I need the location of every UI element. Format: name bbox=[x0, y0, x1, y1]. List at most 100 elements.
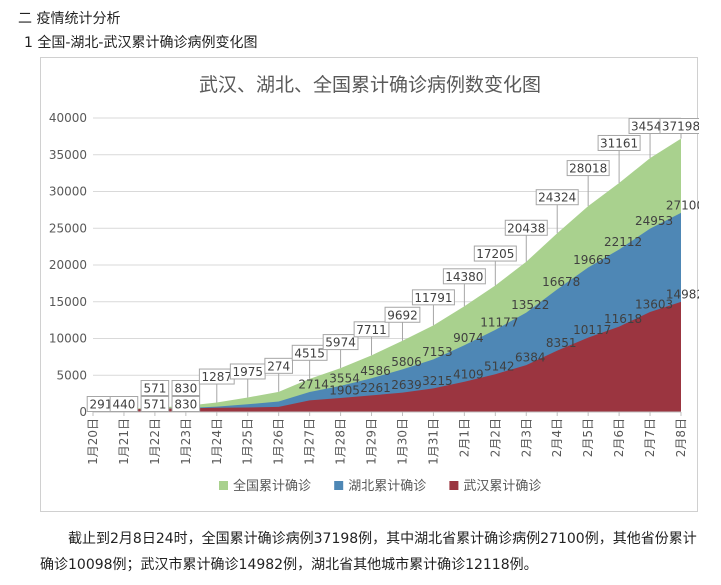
x-tick-label: 1月30日 bbox=[395, 418, 409, 465]
data-label-hubei: 7153 bbox=[422, 345, 453, 359]
svg-text:20438: 20438 bbox=[507, 221, 545, 235]
svg-text:24953: 24953 bbox=[635, 214, 673, 228]
svg-text:1975: 1975 bbox=[232, 365, 263, 379]
x-tick-label: 1月25日 bbox=[241, 418, 255, 465]
data-label-national: 291 bbox=[86, 396, 116, 412]
svg-text:2639: 2639 bbox=[391, 378, 422, 392]
data-label-hubei: 16678 bbox=[542, 275, 580, 289]
data-label-wuhan: 10117 bbox=[573, 323, 611, 337]
svg-text:7153: 7153 bbox=[422, 345, 453, 359]
x-tick-label: 1月22日 bbox=[148, 418, 162, 465]
data-label-national: 14380 bbox=[442, 268, 486, 285]
x-tick-label: 2月8日 bbox=[674, 418, 688, 457]
svg-text:5806: 5806 bbox=[391, 355, 422, 369]
svg-text:湖北累计确诊: 湖北累计确诊 bbox=[348, 479, 426, 494]
x-tick-label: 2月6日 bbox=[612, 418, 626, 457]
data-label-hubei: 4586 bbox=[360, 364, 391, 378]
data-label-wuhan: 5142 bbox=[484, 360, 515, 374]
data-label-national: 274 bbox=[264, 357, 293, 374]
data-label-hubei: 22112 bbox=[604, 235, 642, 249]
x-tick-label: 1月29日 bbox=[365, 418, 379, 465]
data-label-hubei: 13522 bbox=[511, 298, 549, 312]
data-label-national: 1975 bbox=[229, 363, 266, 380]
data-label-national: 440 bbox=[109, 396, 139, 412]
x-tick-label: 1月20日 bbox=[86, 418, 100, 465]
x-tick-label: 2月3日 bbox=[519, 418, 533, 457]
svg-text:274: 274 bbox=[267, 359, 290, 373]
cumulative-cases-area-chart: 武汉、湖北、全国累计确诊病例数变化图 050001000015000200002… bbox=[49, 74, 699, 494]
grid-lines bbox=[93, 117, 681, 413]
legend-item-wuhan: 武汉累计确诊 bbox=[449, 479, 541, 494]
x-tick-label: 1月24日 bbox=[210, 418, 224, 465]
data-label-national: 1287 bbox=[198, 368, 235, 385]
data-label-wuhan: 3215 bbox=[422, 374, 453, 388]
svg-text:28018: 28018 bbox=[569, 162, 607, 176]
y-tick-label: 35000 bbox=[49, 148, 87, 162]
data-label-wuhan: 11618 bbox=[604, 312, 642, 326]
data-label-hubei: 19665 bbox=[573, 253, 611, 267]
svg-text:全国累计确诊: 全国累计确诊 bbox=[233, 478, 311, 494]
svg-text:830: 830 bbox=[174, 382, 197, 396]
y-tick-label: 0 bbox=[79, 405, 87, 419]
svg-text:9692: 9692 bbox=[387, 308, 418, 322]
svg-text:24324: 24324 bbox=[538, 191, 576, 205]
legend-item-hubei: 湖北累计确诊 bbox=[334, 479, 426, 494]
data-label-hubei: 3554 bbox=[329, 371, 360, 385]
svg-text:571: 571 bbox=[143, 382, 166, 396]
y-tick-label: 5000 bbox=[56, 368, 87, 382]
x-tick-label: 1月26日 bbox=[272, 418, 286, 465]
data-label-hubei: 2714 bbox=[298, 378, 329, 392]
svg-text:8351: 8351 bbox=[546, 336, 577, 350]
data-label-wuhan: 2261 bbox=[360, 381, 391, 395]
data-label-national: 31161 bbox=[597, 134, 641, 151]
svg-text:10117: 10117 bbox=[573, 323, 611, 337]
svg-text:19665: 19665 bbox=[573, 253, 611, 267]
data-label-hubei: 5806 bbox=[391, 355, 422, 369]
chart-title: 武汉、湖北、全国累计确诊病例数变化图 bbox=[199, 74, 541, 96]
svg-text:291: 291 bbox=[90, 398, 113, 412]
svg-text:2261: 2261 bbox=[360, 381, 391, 395]
section-heading: 二 疫情统计分析 bbox=[18, 11, 121, 27]
svg-text:11618: 11618 bbox=[604, 312, 642, 326]
x-axis: 1月20日 1月21日 1月22日 1月23日 1月24日 1月25日 1月26日 1月27日… bbox=[86, 411, 688, 465]
data-label-national: 830 bbox=[171, 380, 201, 396]
data-label-wuhan: 4109 bbox=[453, 367, 484, 381]
svg-text:14982: 14982 bbox=[666, 287, 699, 301]
data-label-wuhan: 2639 bbox=[391, 378, 422, 392]
svg-text:13603: 13603 bbox=[635, 298, 673, 312]
data-label-wuhan: 13603 bbox=[635, 298, 673, 312]
x-tick-label: 2月7日 bbox=[643, 418, 657, 457]
x-tick-label: 1月21日 bbox=[117, 418, 131, 465]
data-label-hubei-early: 830 bbox=[171, 396, 201, 412]
svg-text:22112: 22112 bbox=[604, 235, 642, 249]
svg-text:7711: 7711 bbox=[356, 323, 387, 337]
svg-text:9074: 9074 bbox=[453, 331, 484, 345]
svg-text:4586: 4586 bbox=[360, 364, 391, 378]
svg-text:1287: 1287 bbox=[202, 370, 233, 384]
svg-text:5974: 5974 bbox=[325, 336, 356, 350]
data-label-wuhan: 14982 bbox=[666, 287, 699, 301]
x-tick-label: 2月5日 bbox=[581, 418, 595, 457]
x-tick-label: 1月28日 bbox=[334, 418, 348, 465]
x-tick-label: 2月1日 bbox=[457, 418, 471, 457]
data-label-wuhan: 6384 bbox=[515, 351, 546, 365]
data-label-national: 11791 bbox=[411, 289, 455, 306]
legend-item-national: 全国累计确诊 bbox=[219, 478, 311, 494]
y-tick-label: 10000 bbox=[49, 332, 87, 346]
svg-text:440: 440 bbox=[112, 398, 135, 412]
svg-text:4109: 4109 bbox=[453, 367, 484, 381]
legend: 全国累计确诊 湖北累计确诊 武汉累计确诊 bbox=[219, 478, 541, 494]
svg-text:17205: 17205 bbox=[476, 247, 514, 261]
y-tick-label: 15000 bbox=[49, 295, 87, 309]
svg-text:3554: 3554 bbox=[329, 371, 360, 385]
summary-paragraph: 截止到2月8日24时，全国累计确诊病例37198例，其中湖北省累计确诊病例271… bbox=[40, 531, 697, 573]
x-tick-label: 1月23日 bbox=[179, 418, 193, 465]
svg-text:11177: 11177 bbox=[480, 315, 518, 329]
data-label-wuhan: 1905 bbox=[329, 383, 360, 397]
x-tick-label: 1月31日 bbox=[426, 418, 440, 465]
x-tick-label: 1月27日 bbox=[303, 418, 317, 465]
svg-text:13522: 13522 bbox=[511, 298, 549, 312]
svg-text:571: 571 bbox=[143, 398, 166, 412]
data-label-national: 37198 bbox=[659, 118, 699, 134]
svg-text:6384: 6384 bbox=[515, 351, 546, 365]
